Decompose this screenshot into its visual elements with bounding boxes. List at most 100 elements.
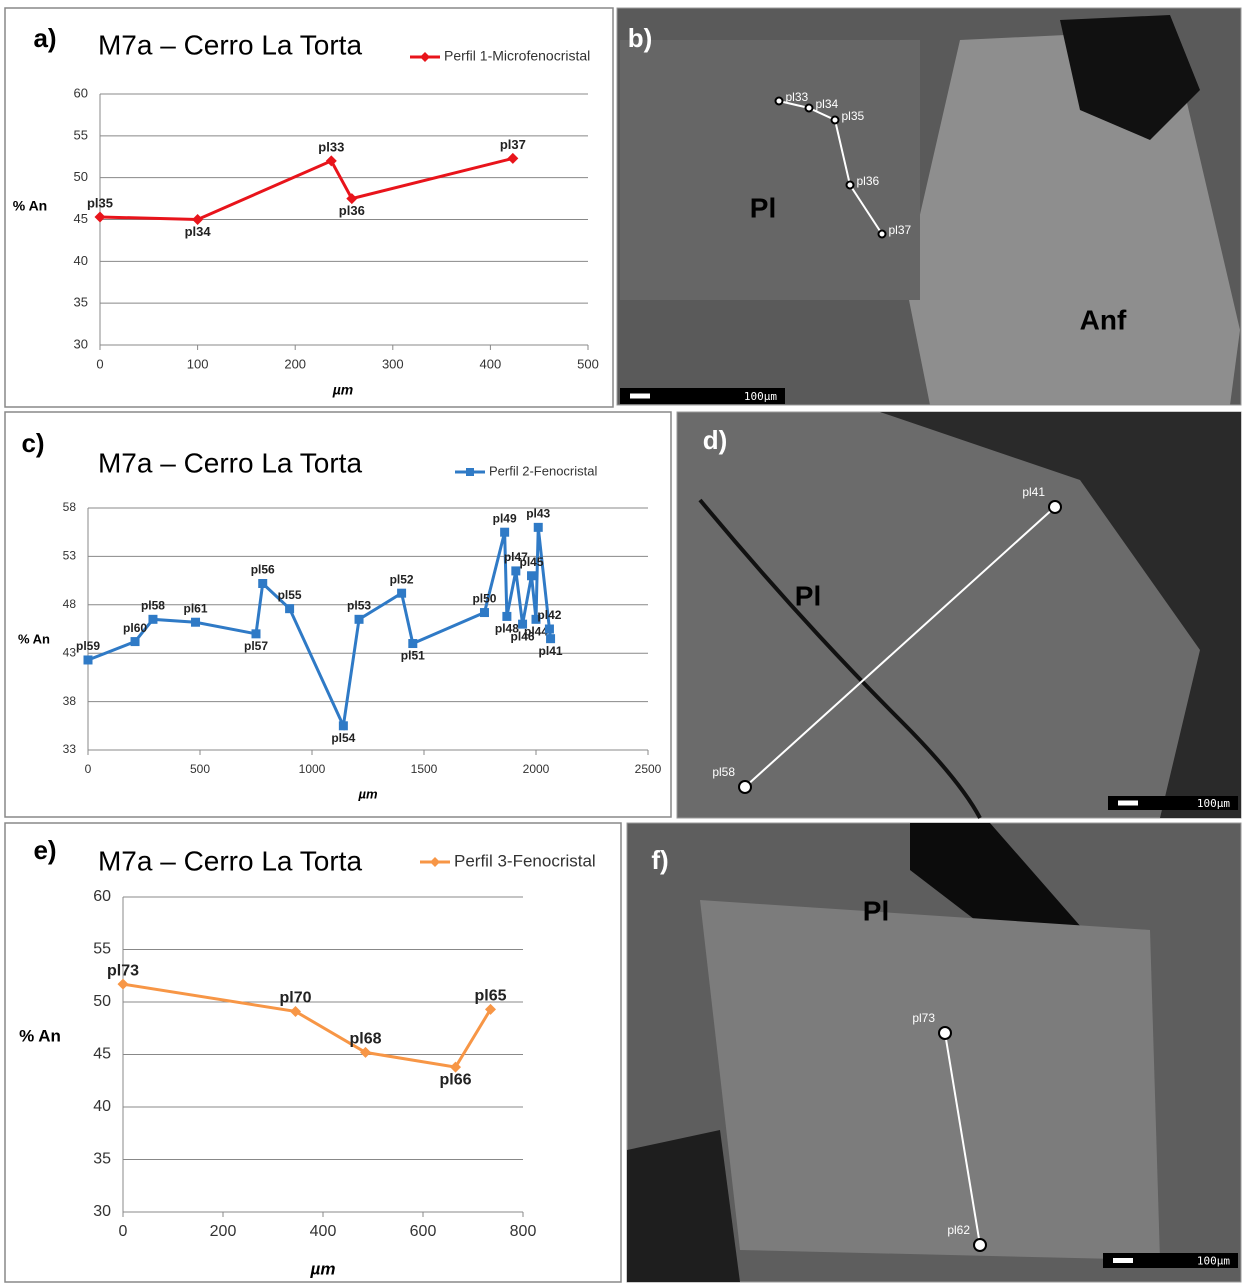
micrograph-feature bbox=[698, 498, 982, 819]
profile-line bbox=[944, 1032, 981, 1246]
point-label: pl34 bbox=[816, 97, 839, 111]
y-tick-label: 58 bbox=[63, 500, 77, 514]
point-label: pl36 bbox=[339, 203, 365, 218]
panel-label: b) bbox=[628, 23, 653, 53]
mineral-label: Pl bbox=[795, 580, 821, 611]
marker bbox=[533, 522, 543, 532]
mineral-label: Anf bbox=[1080, 304, 1127, 335]
x-tick-label: 300 bbox=[382, 356, 404, 371]
marker bbox=[130, 637, 140, 647]
legend-label: Perfil 2-Fenocristal bbox=[489, 463, 597, 478]
point-label: pl37 bbox=[500, 137, 526, 152]
marker bbox=[546, 634, 556, 644]
y-tick-label: 60 bbox=[74, 85, 88, 100]
point-label: pl44 bbox=[524, 624, 548, 638]
point-label: pl49 bbox=[493, 511, 517, 525]
marker bbox=[397, 588, 407, 598]
legend-label: Perfil 1-Microfenocristal bbox=[444, 48, 590, 64]
y-tick-label: 48 bbox=[63, 597, 77, 611]
y-tick-label: 50 bbox=[74, 169, 88, 184]
x-tick-label: 2000 bbox=[523, 762, 550, 776]
point-label: pl33 bbox=[318, 139, 344, 154]
marker bbox=[354, 614, 364, 624]
point-label: pl55 bbox=[278, 588, 302, 602]
point-label: pl60 bbox=[123, 621, 147, 635]
panel-label: a) bbox=[33, 23, 56, 53]
point-label: pl59 bbox=[76, 639, 100, 653]
point-label: pl33 bbox=[786, 90, 809, 104]
marker bbox=[290, 1005, 301, 1017]
profile-point bbox=[1048, 500, 1062, 514]
x-axis-label: µm bbox=[332, 382, 354, 398]
micrograph-feature bbox=[700, 900, 1160, 1260]
micrograph-feature bbox=[880, 412, 1241, 818]
legend-marker bbox=[466, 468, 474, 476]
y-tick-label: 35 bbox=[93, 1151, 111, 1168]
marker bbox=[544, 624, 554, 634]
point-label: pl43 bbox=[526, 507, 550, 521]
x-tick-label: 0 bbox=[119, 1223, 128, 1240]
marker bbox=[500, 527, 510, 537]
y-tick-label: 50 bbox=[93, 993, 111, 1010]
y-tick-label: 33 bbox=[63, 742, 77, 756]
point-label: pl41 bbox=[539, 644, 563, 658]
marker bbox=[258, 579, 268, 589]
point-label: pl47 bbox=[504, 550, 528, 564]
micrograph-feature bbox=[1060, 15, 1200, 140]
point-label: pl46 bbox=[511, 629, 535, 643]
marker bbox=[511, 566, 521, 576]
point-label: pl52 bbox=[390, 572, 414, 586]
point-label: pl73 bbox=[912, 1011, 935, 1025]
point-label: pl48 bbox=[495, 622, 519, 636]
micrograph-feature bbox=[627, 1130, 740, 1282]
x-tick-label: 400 bbox=[310, 1223, 337, 1240]
x-axis-label: µm bbox=[310, 1259, 336, 1278]
profile-point bbox=[774, 96, 784, 106]
profile-point bbox=[738, 780, 752, 794]
scale-bar bbox=[1118, 800, 1138, 806]
scale-box bbox=[1103, 1253, 1238, 1268]
x-tick-label: 100 bbox=[187, 356, 209, 371]
x-tick-label: 1500 bbox=[411, 762, 438, 776]
point-label: pl35 bbox=[87, 195, 113, 210]
x-axis-label: µm bbox=[357, 786, 377, 801]
x-tick-label: 2500 bbox=[635, 762, 662, 776]
profile-point bbox=[877, 229, 887, 239]
y-axis-label: % An bbox=[18, 631, 50, 646]
y-tick-label: 45 bbox=[74, 211, 88, 226]
marker bbox=[527, 571, 537, 581]
marker bbox=[117, 978, 129, 990]
x-tick-label: 800 bbox=[510, 1223, 537, 1240]
panel-label: e) bbox=[33, 835, 56, 865]
profile-point bbox=[938, 1026, 952, 1040]
legend-marker bbox=[420, 52, 430, 62]
y-tick-label: 40 bbox=[74, 253, 88, 268]
profile-point bbox=[804, 103, 814, 113]
x-tick-label: 500 bbox=[190, 762, 210, 776]
chart-frame bbox=[4, 7, 614, 408]
chart-title: M7a – Cerro La Torta bbox=[98, 447, 362, 478]
marker bbox=[518, 619, 528, 629]
point-label: pl36 bbox=[857, 174, 880, 188]
scale-bar bbox=[1113, 1258, 1133, 1263]
x-tick-label: 400 bbox=[480, 356, 502, 371]
point-label: pl65 bbox=[474, 988, 506, 1005]
point-label: pl42 bbox=[537, 608, 561, 622]
point-label: pl70 bbox=[279, 990, 311, 1007]
y-tick-label: 45 bbox=[93, 1046, 111, 1063]
y-tick-label: 40 bbox=[93, 1098, 111, 1115]
profile-point bbox=[830, 115, 840, 125]
chart-title: M7a – Cerro La Torta bbox=[98, 29, 362, 60]
point-label: pl57 bbox=[244, 639, 268, 653]
y-tick-label: 38 bbox=[63, 694, 77, 708]
x-tick-label: 200 bbox=[284, 356, 306, 371]
x-tick-label: 0 bbox=[96, 356, 103, 371]
y-tick-label: 55 bbox=[74, 127, 88, 142]
scale-label: 100µm bbox=[744, 390, 777, 403]
point-label: pl41 bbox=[1022, 485, 1045, 499]
chart-title: M7a – Cerro La Torta bbox=[98, 845, 362, 876]
marker bbox=[148, 614, 158, 624]
y-tick-label: 43 bbox=[63, 645, 77, 659]
point-label: pl54 bbox=[331, 731, 355, 745]
